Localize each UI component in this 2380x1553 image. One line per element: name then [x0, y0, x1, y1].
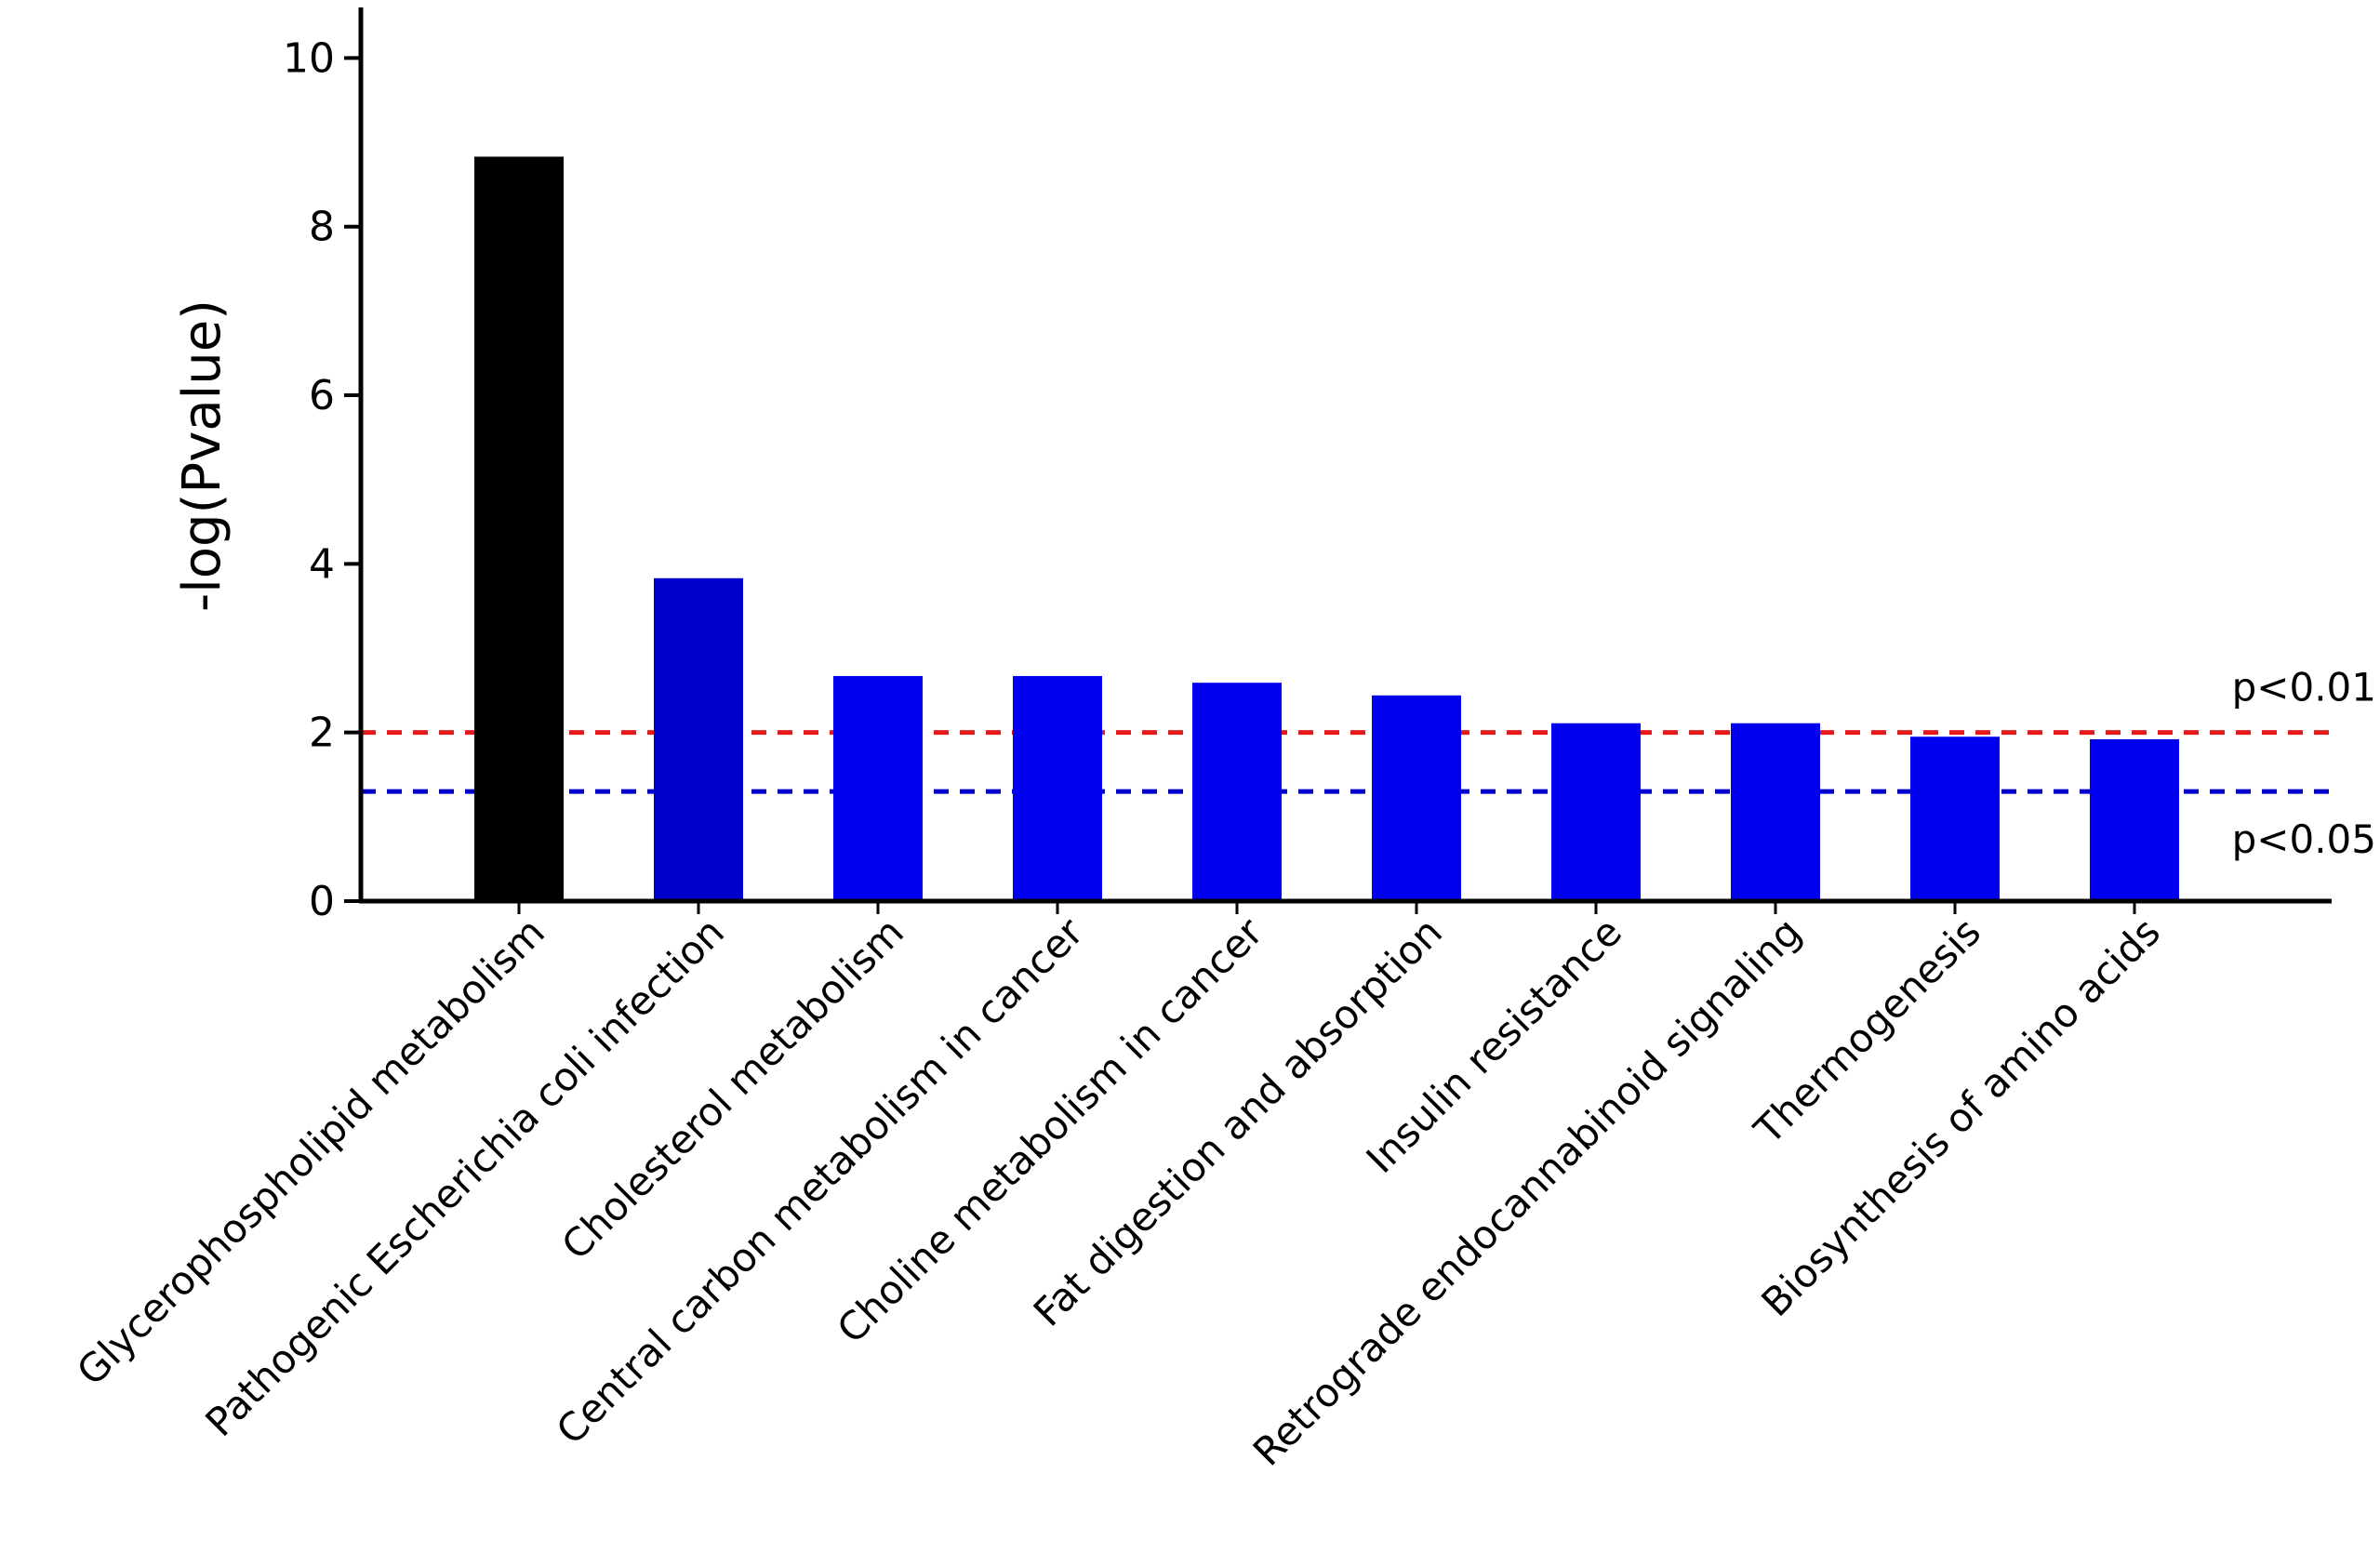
threshold-label: p<0.01: [2232, 665, 2376, 710]
bar-4: [1013, 675, 1102, 901]
x-category-label: Cholesterol metabolism: [552, 909, 912, 1268]
bar-10: [2090, 738, 2179, 901]
y-tick-label: 10: [283, 34, 335, 82]
bars: [474, 156, 2179, 901]
y-tick-label: 2: [309, 710, 335, 757]
bar-7: [1551, 723, 1641, 901]
y-axis-title: -log(Pvalue): [172, 299, 233, 612]
bar-2: [654, 577, 743, 901]
bar-6: [1372, 695, 1461, 901]
y-tick-label: 6: [309, 372, 335, 419]
x-category-label: Biosynthesis of amino acids: [1752, 909, 2169, 1325]
threshold-label: p<0.05: [2232, 816, 2376, 862]
bar-9: [1910, 737, 2000, 901]
y-ticks: 0 2 4 6 8 10: [283, 34, 361, 925]
x-tick-labels: Glycerophospholipid metabolismPathogenic…: [68, 901, 2169, 1475]
bar-1: [474, 156, 564, 901]
bar-8: [1731, 723, 1820, 901]
bar-3: [833, 675, 923, 901]
threshold-lines: p<0.01 p<0.05: [361, 665, 2376, 862]
y-tick-label: 8: [309, 204, 335, 251]
bar-5: [1192, 683, 1282, 901]
y-tick-label: 4: [309, 540, 335, 588]
y-tick-label: 0: [309, 878, 335, 925]
